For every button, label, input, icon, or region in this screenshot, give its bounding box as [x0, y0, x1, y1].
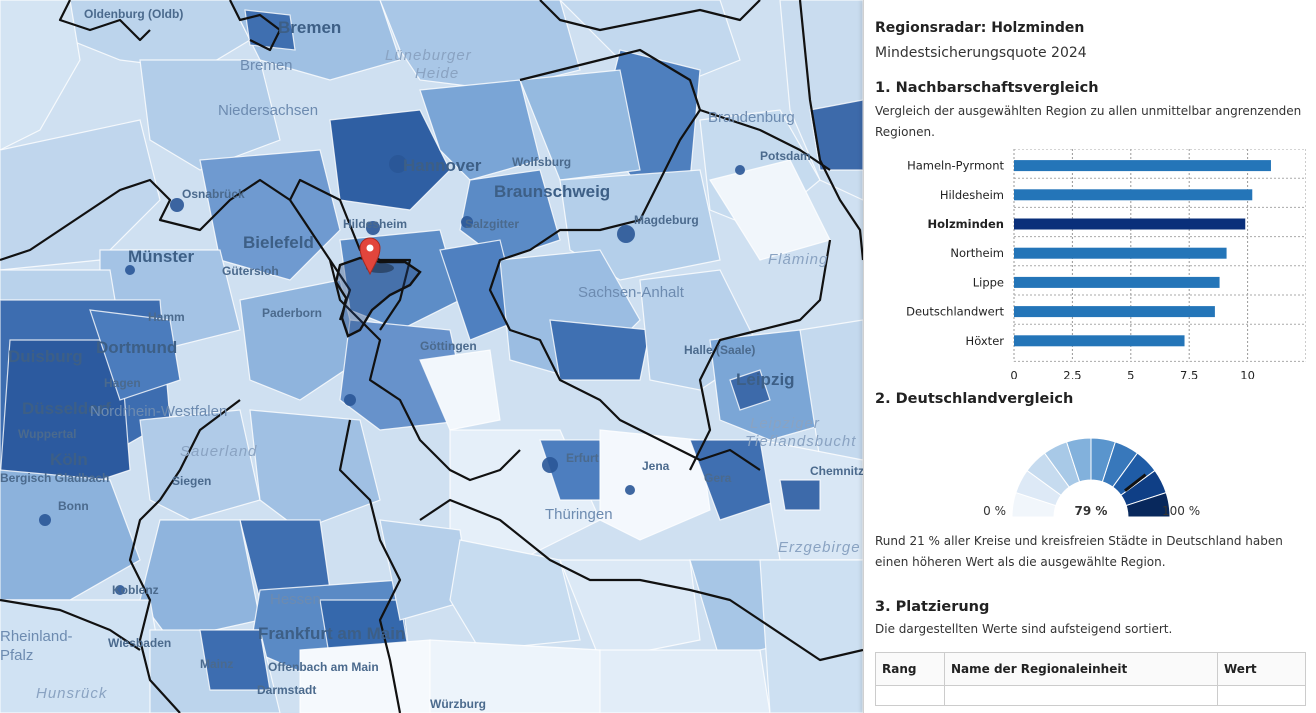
gauge-max-label: 100 %: [1162, 504, 1200, 518]
section-description-neighbors: Vergleich der ausgewählten Region zu all…: [875, 104, 1302, 139]
column-header-name[interactable]: Name der Regionaleinheit: [944, 652, 1218, 686]
map-label-hagen: Hagen: [104, 376, 141, 390]
gauge-segment: [1125, 491, 1171, 518]
map-label-hunsrueck: Hunsrück: [36, 685, 108, 702]
map-label-erfurt: Erfurt: [566, 451, 599, 465]
map-label-mainz: Mainz: [200, 657, 233, 671]
bar-label: Holzminden: [928, 217, 1005, 231]
bar-label: Höxter: [966, 334, 1005, 348]
section-heading-germany: 2. Deutschlandvergleich: [875, 391, 1074, 407]
map-label-dortmund: Dortmund: [96, 338, 177, 357]
map-label-sauerland: Sauerland: [180, 443, 257, 460]
section-heading-neighbors: 1. Nachbarschaftsvergleich: [875, 80, 1099, 96]
map-label-hamm: Hamm: [148, 310, 185, 324]
ranking-table: Rang Name der Regionaleinheit Wert: [875, 652, 1306, 706]
map-label-bergisch: Bergisch Gladbach: [0, 471, 109, 485]
panel-subtitle: Mindestsicherungsquote 2024: [875, 45, 1087, 61]
map-label-wuerzburg: Würzburg: [430, 697, 486, 711]
info-panel: Regionsradar: Holzminden Mindestsicherun…: [863, 0, 1316, 713]
map-label-heide: Heide: [415, 65, 459, 82]
map-label-duesseldorf: Düsseldorf: [22, 399, 111, 418]
map-label-oldenburg: Oldenburg (Oldb): [84, 7, 183, 21]
map-label-sachsen-anhalt: Sachsen-Anhalt: [578, 284, 685, 301]
map-label-salzgitter: Salzgitter: [465, 217, 519, 231]
map-label-wiesbaden: Wiesbaden: [108, 636, 171, 650]
neighbor-bar-chart: Hameln-Pyrmont Hildesheim Holzminden Northe…: [906, 148, 1307, 382]
map-label-rheinland: Rheinland-: [0, 628, 73, 645]
bar[interactable]: [1014, 247, 1227, 259]
x-tick-label: 0: [1010, 368, 1017, 379]
map-view[interactable]: Oldenburg (Oldb) Bremen Bremen Lüneburge…: [0, 0, 863, 713]
map-label-niedersachsen: Niedersachsen: [218, 102, 318, 119]
map-label-halle: Halle (Saale): [684, 343, 755, 357]
map-label-hessen: Hessen: [270, 591, 321, 608]
x-tick-label: 5: [1127, 368, 1134, 379]
panel-title: Regionsradar: Holzminden: [875, 20, 1085, 36]
x-tick-label: 7,5: [1180, 368, 1198, 379]
map-label-bremen: Bremen: [240, 57, 293, 74]
map-label-flaming: Fläming: [768, 251, 828, 268]
map-label-magdeburg: Magdeburg: [634, 213, 699, 227]
map-label-lueneburger: Lüneburger: [385, 47, 472, 64]
map-label-erzgebirge: Erzgebirge: [778, 539, 861, 556]
x-tick-label: 2,5: [1063, 368, 1081, 379]
map-label-leipziger: Leipziger: [750, 415, 820, 432]
bar[interactable]: [1014, 306, 1215, 318]
map-label-chemnitz: Chemnitz: [810, 464, 863, 478]
column-header-value[interactable]: Wert: [1217, 652, 1306, 686]
x-tick-label: 10: [1240, 368, 1255, 379]
map-label-hannover: Hannover: [403, 156, 482, 175]
column-header-rank[interactable]: Rang: [875, 652, 945, 686]
map-label-jena: Jena: [642, 459, 670, 473]
section-description-ranking: Die dargestellten Werte sind aufsteigend…: [875, 622, 1173, 636]
map-label-frankfurt: Frankfurt am Main: [258, 624, 405, 643]
bar-label: Hameln-Pyrmont: [907, 159, 1004, 173]
bar[interactable]: [1014, 218, 1246, 230]
map-label-potsdam: Potsdam: [760, 149, 811, 163]
map-label-bielefeld: Bielefeld: [243, 233, 314, 252]
map-label-gera: Gera: [704, 471, 732, 485]
map-label-guetersloh: Gütersloh: [222, 264, 279, 278]
location-pin-icon[interactable]: [359, 237, 394, 276]
map-label-goettingen: Göttingen: [420, 339, 477, 353]
map-label-leipzig: Leipzig: [736, 370, 795, 389]
map-label-koeln: Köln: [50, 450, 88, 469]
map-label-siegen: Siegen: [172, 474, 211, 488]
bar-label: Hildesheim: [940, 188, 1004, 202]
bar[interactable]: [1014, 160, 1271, 172]
map-label-koblenz: Koblenz: [112, 583, 159, 597]
map-label-paderborn: Paderborn: [262, 306, 322, 320]
gauge-value-label: 79 %: [1075, 504, 1108, 518]
map-label-nrw: Nordrhein-Westfalen: [90, 403, 227, 420]
map-label-hildesheim: Hildesheim: [343, 217, 407, 231]
choropleth-map[interactable]: Oldenburg (Oldb) Bremen Bremen Lüneburge…: [0, 0, 863, 713]
section-heading-ranking: 3. Platzierung: [875, 599, 990, 615]
map-label-duisburg: Duisburg: [8, 347, 83, 366]
gauge-min-label: 0 %: [983, 504, 1006, 518]
map-label-braunschweig: Braunschweig: [494, 182, 610, 201]
map-label-osnabrueck: Osnabrück: [182, 187, 245, 201]
map-label-darmstadt: Darmstadt: [257, 683, 316, 697]
map-label-thueringen: Thüringen: [545, 506, 613, 523]
map-label-wuppertal: Wuppertal: [18, 427, 76, 441]
bar[interactable]: [1014, 276, 1220, 288]
map-label-wolfsburg: Wolfsburg: [512, 155, 571, 169]
map-label-offenbach: Offenbach am Main: [268, 660, 379, 674]
bar-label: Lippe: [973, 275, 1004, 289]
bar[interactable]: [1014, 189, 1253, 201]
map-label-bonn: Bonn: [58, 499, 89, 513]
gauge-needle: [1124, 473, 1147, 492]
percentile-gauge: 0 % 100 % 79 %: [983, 437, 1200, 518]
map-label-tieflandsbucht: Tieflandsbucht: [745, 433, 856, 450]
table-row[interactable]: [875, 685, 1306, 706]
section-description-germany: Rund 21 % aller Kreise und kreisfreien S…: [875, 534, 1283, 569]
map-label-bremen-top: Bremen: [278, 18, 341, 37]
bar-label: Deutschlandwert: [906, 305, 1004, 319]
map-label-muenster: Münster: [128, 247, 195, 266]
bar-label: Northeim: [950, 246, 1004, 260]
map-label-pfalz: Pfalz: [0, 647, 33, 664]
bar[interactable]: [1014, 335, 1185, 347]
map-label-brandenburg: Brandenburg: [708, 109, 795, 126]
